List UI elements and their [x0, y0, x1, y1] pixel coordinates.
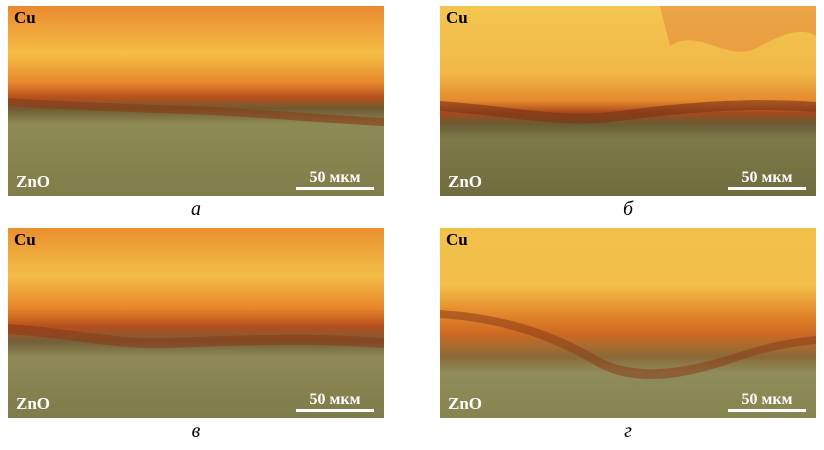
scale-bar-label: 50 мкм [309, 169, 361, 186]
scale-bar-line [296, 187, 374, 190]
copper-label: Cu [14, 8, 36, 27]
scale-bar-line [728, 187, 806, 190]
micrograph-v: Cu ZnO 50 мкм [8, 228, 384, 418]
scale-bar-label: 50 мкм [309, 391, 361, 408]
scale-bar-line [728, 409, 806, 412]
caption-g: г [624, 420, 632, 442]
caption-v: в [191, 420, 201, 442]
micrograph-b: Cu ZnO 50 мкм [440, 6, 816, 196]
scale-bar: 50 мкм [728, 170, 806, 190]
zno-label: ZnO [16, 394, 51, 413]
copper-label: Cu [446, 230, 468, 249]
scale-bar: 50 мкм [296, 392, 374, 412]
scale-bar: 50 мкм [728, 392, 806, 412]
scale-bar-label: 50 мкм [741, 169, 793, 186]
micrograph-image-a [8, 6, 384, 196]
copper-label: Cu [446, 8, 468, 27]
zno-label: ZnO [16, 172, 51, 191]
zno-label: ZnO [448, 172, 483, 191]
micrograph-image-g [440, 228, 816, 418]
caption-b: б [622, 198, 634, 220]
micrograph-g: Cu ZnO 50 мкм [440, 228, 816, 418]
micrograph-image-b [440, 6, 816, 196]
scale-bar: 50 мкм [296, 170, 374, 190]
caption-a: а [191, 198, 201, 220]
micrograph-a: Cu ZnO 50 мкм [8, 6, 384, 196]
zno-label: ZnO [448, 394, 483, 413]
scale-bar-line [296, 409, 374, 412]
micrograph-image-v [8, 228, 384, 418]
copper-label: Cu [14, 230, 36, 249]
scale-bar-label: 50 мкм [741, 391, 793, 408]
